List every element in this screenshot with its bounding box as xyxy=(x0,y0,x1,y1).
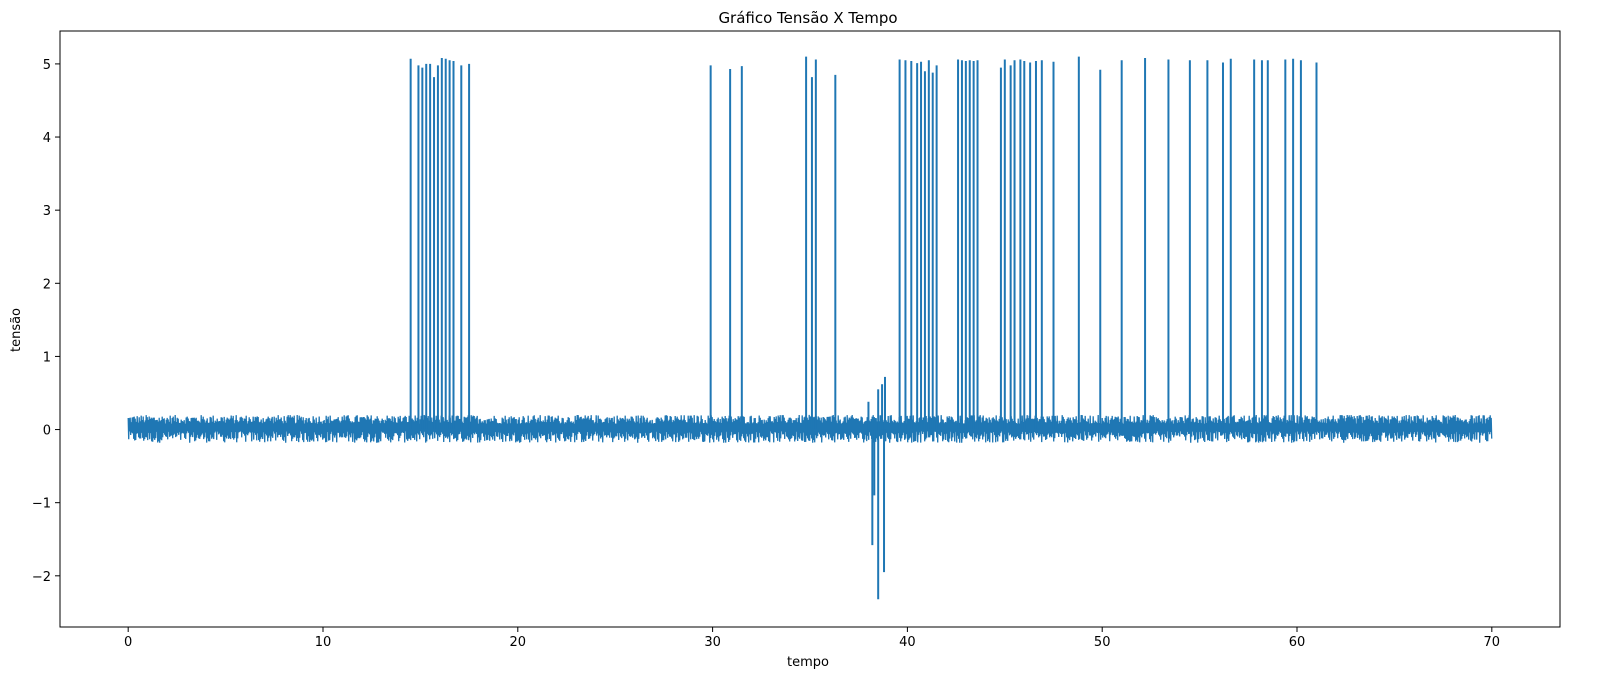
x-tick-label: 10 xyxy=(315,635,332,650)
x-tick-label: 70 xyxy=(1484,635,1501,650)
x-axis-ticks: 0 10 20 30 40 50 60 70 xyxy=(124,627,1500,650)
x-tick-label: 20 xyxy=(510,635,527,650)
y-axis-ticks: −2 −1 0 1 2 3 4 5 xyxy=(32,58,60,585)
y-tick-label: 5 xyxy=(43,58,51,73)
y-axis-label: tensão xyxy=(9,308,24,352)
y-tick-label: −1 xyxy=(32,497,51,512)
x-tick-label: 30 xyxy=(704,635,721,650)
y-tick-label: −2 xyxy=(32,570,51,585)
y-tick-label: 4 xyxy=(43,131,51,146)
y-tick-label: 0 xyxy=(43,424,51,439)
x-axis-label: tempo xyxy=(787,655,829,670)
y-tick-label: 1 xyxy=(43,350,51,365)
plot-area xyxy=(127,56,1493,600)
y-tick-label: 3 xyxy=(43,204,51,219)
y-tick-label: 2 xyxy=(43,277,51,292)
x-tick-label: 60 xyxy=(1289,635,1306,650)
plot-frame xyxy=(59,30,1561,628)
signal-baseline xyxy=(127,414,1493,443)
x-tick-label: 0 xyxy=(124,635,132,650)
x-tick-label: 40 xyxy=(899,635,916,650)
x-tick-label: 50 xyxy=(1094,635,1111,650)
chart-title: Gráfico Tensão X Tempo xyxy=(718,9,897,27)
